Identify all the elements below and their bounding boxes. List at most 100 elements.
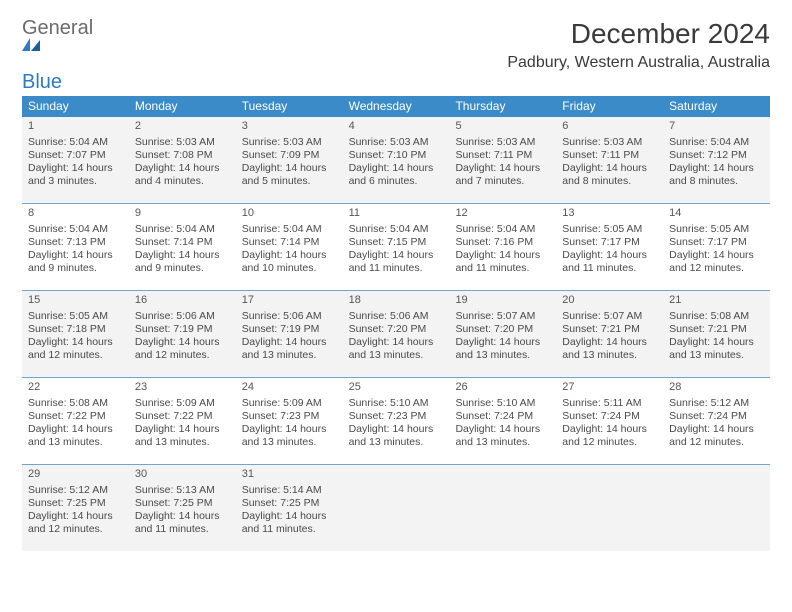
day-number: 23 [135, 381, 230, 395]
day-number: 29 [28, 468, 123, 482]
daylight-text-1: Daylight: 14 hours [349, 423, 444, 436]
weekday-header: Saturday [663, 96, 770, 117]
daylight-text-2: and 13 minutes. [349, 436, 444, 449]
sunrise-text: Sunrise: 5:04 AM [669, 136, 764, 149]
day-cell: 5Sunrise: 5:03 AMSunset: 7:11 PMDaylight… [449, 117, 556, 203]
day-cell [663, 465, 770, 551]
sunset-text: Sunset: 7:24 PM [455, 410, 550, 423]
daylight-text-2: and 9 minutes. [28, 262, 123, 275]
day-number: 27 [562, 381, 657, 395]
title-block: December 2024 Padbury, Western Australia… [507, 18, 770, 78]
day-number: 15 [28, 294, 123, 308]
day-cell: 6Sunrise: 5:03 AMSunset: 7:11 PMDaylight… [556, 117, 663, 203]
sunrise-text: Sunrise: 5:03 AM [349, 136, 444, 149]
day-number: 21 [669, 294, 764, 308]
sunset-text: Sunset: 7:18 PM [28, 323, 123, 336]
day-cell [343, 465, 450, 551]
daylight-text-1: Daylight: 14 hours [28, 423, 123, 436]
daylight-text-2: and 12 minutes. [135, 349, 230, 362]
sunrise-text: Sunrise: 5:05 AM [562, 223, 657, 236]
day-cell: 11Sunrise: 5:04 AMSunset: 7:15 PMDayligh… [343, 204, 450, 290]
daylight-text-1: Daylight: 14 hours [242, 336, 337, 349]
daylight-text-1: Daylight: 14 hours [349, 162, 444, 175]
day-cell: 21Sunrise: 5:08 AMSunset: 7:21 PMDayligh… [663, 291, 770, 377]
daylight-text-2: and 13 minutes. [28, 436, 123, 449]
daylight-text-1: Daylight: 14 hours [28, 336, 123, 349]
day-cell: 13Sunrise: 5:05 AMSunset: 7:17 PMDayligh… [556, 204, 663, 290]
daylight-text-1: Daylight: 14 hours [135, 162, 230, 175]
daylight-text-2: and 11 minutes. [349, 262, 444, 275]
sunset-text: Sunset: 7:25 PM [242, 497, 337, 510]
sunset-text: Sunset: 7:25 PM [135, 497, 230, 510]
day-number: 22 [28, 381, 123, 395]
sunset-text: Sunset: 7:11 PM [455, 149, 550, 162]
daylight-text-2: and 4 minutes. [135, 175, 230, 188]
day-cell: 26Sunrise: 5:10 AMSunset: 7:24 PMDayligh… [449, 378, 556, 464]
week-row: 22 Sunrise: 5:08 AM Sunset: 7:22 PM Dayligh… [22, 377, 770, 464]
sunrise-text: Sunrise: 5:04 AM [349, 223, 444, 236]
day-cell: 16Sunrise: 5:06 AMSunset: 7:19 PMDayligh… [129, 291, 236, 377]
sunrise-text: Sunrise: 5:04 AM [135, 223, 230, 236]
day-cell: 18Sunrise: 5:06 AMSunset: 7:20 PMDayligh… [343, 291, 450, 377]
daylight-text-2: and 5 minutes. [242, 175, 337, 188]
sunrise-text: Sunrise: 5:07 AM [562, 310, 657, 323]
day-cell: 23Sunrise: 5:09 AMSunset: 7:22 PMDayligh… [129, 378, 236, 464]
sunset-text: Sunset: 7:10 PM [349, 149, 444, 162]
day-number: 5 [455, 120, 550, 134]
daylight-text-1: Daylight: 14 hours [28, 510, 123, 523]
sunset-text: Sunset: 7:23 PM [242, 410, 337, 423]
sunset-text: Sunset: 7:21 PM [669, 323, 764, 336]
sunrise-text: Sunrise: 5:13 AM [135, 484, 230, 497]
sunset-text: Sunset: 7:11 PM [562, 149, 657, 162]
day-cell: 14Sunrise: 5:05 AMSunset: 7:17 PMDayligh… [663, 204, 770, 290]
sunrise-text: Sunrise: 5:04 AM [455, 223, 550, 236]
sunset-text: Sunset: 7:21 PM [562, 323, 657, 336]
sunset-text: Sunset: 7:22 PM [135, 410, 230, 423]
weekday-header-row: Sunday Monday Tuesday Wednesday Thursday… [22, 96, 770, 117]
sunrise-text: Sunrise: 5:07 AM [455, 310, 550, 323]
daylight-text-1: Daylight: 14 hours [349, 249, 444, 262]
day-cell: 19Sunrise: 5:07 AMSunset: 7:20 PMDayligh… [449, 291, 556, 377]
sunrise-text: Sunrise: 5:05 AM [669, 223, 764, 236]
day-cell [556, 465, 663, 551]
daylight-text-1: Daylight: 14 hours [455, 423, 550, 436]
weekday-header: Thursday [449, 96, 556, 117]
weekday-header: Wednesday [343, 96, 450, 117]
day-cell: 31Sunrise: 5:14 AMSunset: 7:25 PMDayligh… [236, 465, 343, 551]
day-number: 16 [135, 294, 230, 308]
daylight-text-1: Daylight: 14 hours [28, 162, 123, 175]
daylight-text-2: and 12 minutes. [669, 436, 764, 449]
sunset-text: Sunset: 7:19 PM [135, 323, 230, 336]
day-cell: 25Sunrise: 5:10 AMSunset: 7:23 PMDayligh… [343, 378, 450, 464]
day-number: 25 [349, 381, 444, 395]
sunrise-text: Sunrise: 5:10 AM [349, 397, 444, 410]
day-number: 26 [455, 381, 550, 395]
sunset-text: Sunset: 7:14 PM [242, 236, 337, 249]
day-cell: 27Sunrise: 5:11 AMSunset: 7:24 PMDayligh… [556, 378, 663, 464]
weekday-header: Tuesday [236, 96, 343, 117]
daylight-text-2: and 11 minutes. [242, 523, 337, 536]
daylight-text-1: Daylight: 14 hours [455, 162, 550, 175]
day-number: 4 [349, 120, 444, 134]
sunrise-text: Sunrise: 5:04 AM [28, 136, 123, 149]
daylight-text-1: Daylight: 14 hours [135, 249, 230, 262]
top-bar: General Blue December 2024 Padbury, West… [22, 18, 770, 92]
sunrise-text: Sunrise: 5:08 AM [28, 397, 123, 410]
sunrise-text: Sunrise: 5:04 AM [28, 223, 123, 236]
day-number: 10 [242, 207, 337, 221]
sunrise-text: Sunrise: 5:14 AM [242, 484, 337, 497]
sunset-text: Sunset: 7:16 PM [455, 236, 550, 249]
daylight-text-2: and 12 minutes. [562, 436, 657, 449]
daylight-text-2: and 13 minutes. [669, 349, 764, 362]
daylight-text-2: and 11 minutes. [455, 262, 550, 275]
daylight-text-1: Daylight: 14 hours [242, 423, 337, 436]
daylight-text-2: and 11 minutes. [135, 523, 230, 536]
day-number: 20 [562, 294, 657, 308]
daylight-text-2: and 12 minutes. [28, 349, 123, 362]
day-number: 1 [28, 120, 123, 134]
weeks-container: 1Sunrise: 5:04 AMSunset: 7:07 PMDaylight… [22, 117, 770, 551]
week-row: 1Sunrise: 5:04 AMSunset: 7:07 PMDaylight… [22, 117, 770, 203]
sunrise-text: Sunrise: 5:03 AM [135, 136, 230, 149]
day-number: 17 [242, 294, 337, 308]
sunrise-text: Sunrise: 5:05 AM [28, 310, 123, 323]
